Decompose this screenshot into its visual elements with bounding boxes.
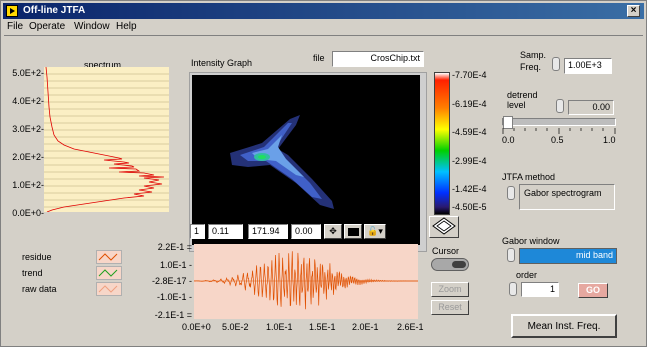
colorbar-tick: -7.70E-4 [452, 70, 487, 80]
signal-xtick: 2.6E-1 [397, 322, 424, 332]
signal-xtick: 5.0E-2 [222, 322, 249, 332]
toggle-knob [452, 261, 466, 268]
trend-line-icon [97, 267, 121, 279]
order-label: order [516, 270, 537, 280]
colorbar-tick: -4.59E-4 [452, 127, 487, 137]
spectrum-ytick: 0.0E+0- [4, 208, 44, 218]
color-swatch-button[interactable] [344, 224, 362, 239]
legend-residue-label: residue [22, 252, 52, 262]
signal-xtick: 2.0E-1 [352, 322, 379, 332]
detrend-spinner[interactable] [556, 99, 564, 113]
slider-tick: 0.0 [502, 135, 515, 145]
signal-ytick: 2.2E-1 = [142, 242, 192, 252]
menu-help[interactable]: Help [116, 21, 137, 32]
cursor-label: Cursor [432, 246, 459, 256]
cursor-x-field[interactable]: 0.11 [208, 224, 243, 239]
diamond-icon [432, 217, 456, 235]
signal-xtick: 1.0E-1 [266, 322, 293, 332]
legend-trend-label: trend [22, 268, 43, 278]
detrend-slider[interactable] [502, 118, 616, 126]
jtfa-method-ring[interactable]: Gabor spectrogram [519, 184, 615, 210]
order-field[interactable]: 1 [521, 282, 559, 297]
gabor-window-label: Gabor window [502, 236, 560, 246]
spectrum-plot [44, 67, 169, 212]
samp-freq-label: Samp. [520, 50, 546, 60]
title-bar: Off-line JTFA × [3, 3, 644, 19]
signal-ytick: -2.1E-1 = [142, 310, 192, 320]
spectrum-ytick: 1.0E+2- [4, 180, 44, 190]
intensity-graph-label: Intensity Graph [191, 58, 252, 68]
gabor-window-spinner[interactable] [507, 248, 515, 262]
signal-xtick: 0.0E+0 [182, 322, 211, 332]
spectrum-ytick: 5.0E+2- [4, 68, 44, 78]
menu-bar: File Operate Window Help [3, 20, 644, 34]
menu-file[interactable]: File [7, 21, 23, 32]
legend-residue-swatch[interactable] [96, 250, 122, 264]
signal-plot [194, 244, 418, 319]
go-button[interactable]: GO [578, 283, 608, 298]
spectrum-ytick: 2.0E+2- [4, 152, 44, 162]
samp-freq-field[interactable]: 1.00E+3 [564, 58, 612, 74]
signal-ytick: 1.0E-1 - [142, 260, 192, 270]
residue-line-icon [97, 251, 121, 263]
labview-icon [6, 5, 18, 17]
lock-menu-icon[interactable]: 🔓▾ [364, 224, 386, 239]
samp-freq-label-2: Freq. [520, 62, 541, 72]
legend-raw-data-swatch[interactable] [96, 282, 122, 296]
file-label: file [313, 53, 325, 63]
cursor-toggle[interactable] [431, 258, 469, 271]
spectrum-ytick: 3.0E+2- [4, 124, 44, 134]
detrend-label-2: level [507, 100, 526, 110]
legend-trend-swatch[interactable] [96, 266, 122, 280]
spectrum-ytick: 4.0E+2- [4, 96, 44, 106]
signal-ytick: -2.8E-17 - [142, 276, 192, 286]
samp-freq-spinner[interactable] [552, 57, 560, 71]
color-scale-bar [434, 72, 450, 215]
pan-navigator-button[interactable] [429, 216, 459, 238]
close-button[interactable]: × [627, 5, 640, 17]
colorbar-tick: -2.99E-4 [452, 156, 487, 166]
slider-scale [502, 128, 618, 134]
file-path-field[interactable]: CrosChip.txt [332, 51, 424, 67]
window-title: Off-line JTFA [23, 5, 85, 16]
signal-xtick: 1.5E-1 [309, 322, 336, 332]
plot-index-field[interactable]: 1 [190, 224, 205, 239]
raw-data-line-icon [97, 283, 121, 295]
reset-button[interactable]: Reset [431, 300, 469, 315]
signal-ytick: -1.0E-1 - [142, 292, 192, 302]
detrend-level-field[interactable]: 0.00 [568, 100, 614, 115]
colorbar-tick: -6.19E-4 [452, 99, 487, 109]
menu-window[interactable]: Window [74, 21, 110, 32]
colorbar-tick: -4.50E-5 [452, 202, 487, 212]
jtfa-method-label: JTFA method [502, 172, 555, 182]
cursor-z-field[interactable]: 0.00 [291, 224, 321, 239]
intensity-graph [192, 75, 420, 245]
cursor-y-field[interactable]: 171.94 [248, 224, 288, 239]
mean-inst-freq-button[interactable]: Mean Inst. Freq. [511, 314, 617, 338]
gabor-window-ring[interactable]: mid band [519, 248, 617, 264]
black-swatch-icon [348, 228, 359, 236]
zoom-button[interactable]: Zoom [431, 282, 469, 297]
crosshair-icon[interactable]: ✥ [324, 224, 342, 239]
legend-raw-data-label: raw data [22, 284, 57, 294]
order-spinner[interactable] [509, 282, 517, 296]
slider-tick: 0.5 [551, 135, 564, 145]
jtfa-method-spinner[interactable] [507, 186, 515, 200]
colorbar-tick: -1.42E-4 [452, 184, 487, 194]
menu-operate[interactable]: Operate [29, 21, 65, 32]
slider-tick: 1.0 [603, 135, 616, 145]
detrend-label: detrend [507, 90, 538, 100]
front-panel: spectrum 5.0E+2- 4.0E+2- 3.0E+2- 2.0E+2-… [4, 35, 643, 343]
